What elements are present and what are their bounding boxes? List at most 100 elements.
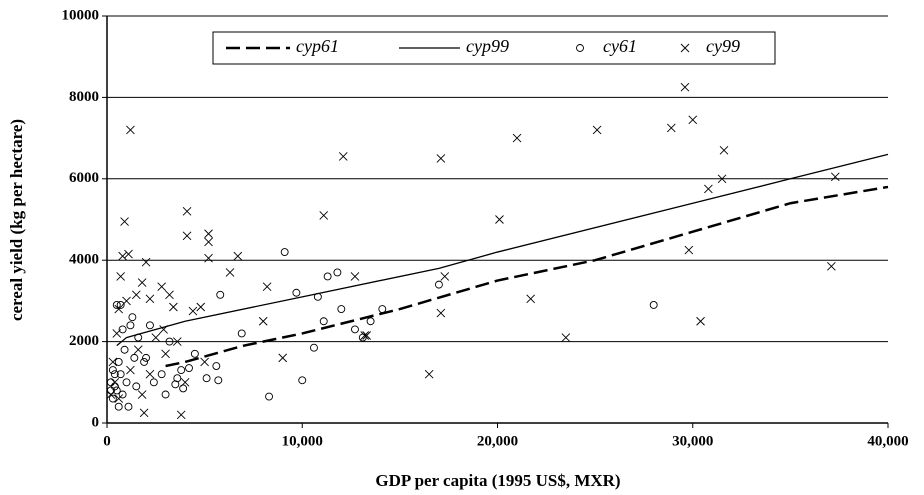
point <box>204 237 213 247</box>
point <box>360 331 370 340</box>
point <box>165 337 174 346</box>
point <box>116 301 125 309</box>
point <box>436 154 446 163</box>
point <box>313 292 322 301</box>
point <box>704 184 713 194</box>
point <box>128 313 137 322</box>
point <box>176 410 186 420</box>
point <box>159 325 168 334</box>
point <box>830 172 840 182</box>
point <box>319 317 328 326</box>
point <box>108 366 117 375</box>
point <box>179 384 188 393</box>
point <box>351 325 359 334</box>
point <box>592 125 602 135</box>
x-tick-label: 0 <box>103 433 111 449</box>
point <box>118 325 127 334</box>
point <box>161 349 170 359</box>
point <box>680 43 690 53</box>
point <box>576 44 584 52</box>
point <box>106 390 116 399</box>
point <box>114 304 124 314</box>
y-tick-label: 0 <box>92 414 100 430</box>
point <box>114 358 123 366</box>
point <box>424 369 434 379</box>
point <box>280 248 289 257</box>
point <box>118 251 127 261</box>
point <box>182 231 192 241</box>
point <box>827 261 836 271</box>
y-axis-title: cereal yield (kg per hectare) <box>7 119 26 321</box>
point <box>362 331 372 340</box>
point <box>262 282 272 291</box>
point <box>110 377 120 387</box>
x-tick-label: 40,000 <box>867 433 908 449</box>
point <box>278 353 288 363</box>
point <box>137 278 147 287</box>
y-tick-label: 2000 <box>69 333 99 349</box>
point <box>112 329 122 338</box>
point <box>258 316 268 326</box>
point <box>561 333 571 342</box>
point <box>133 345 143 355</box>
point <box>108 394 117 403</box>
point <box>108 357 118 367</box>
point <box>350 272 360 281</box>
point <box>666 123 676 133</box>
point <box>338 152 348 161</box>
point <box>292 288 301 297</box>
point <box>688 115 698 125</box>
point <box>649 301 658 309</box>
point <box>298 376 307 385</box>
point <box>134 333 143 342</box>
y-tick-label: 4000 <box>69 252 99 268</box>
point <box>212 362 221 370</box>
point <box>140 358 149 366</box>
y-tick-label: 6000 <box>69 170 99 186</box>
point <box>145 294 155 304</box>
point <box>495 215 504 224</box>
point <box>216 290 225 299</box>
y-tick-label: 8000 <box>69 89 99 105</box>
plot-area <box>107 16 888 423</box>
point <box>112 386 121 395</box>
trend-line <box>116 153 889 347</box>
point <box>366 317 375 326</box>
point <box>114 394 124 403</box>
point <box>526 294 536 304</box>
point <box>182 207 192 216</box>
point <box>131 290 141 300</box>
point <box>141 257 151 267</box>
point <box>202 374 211 383</box>
point <box>169 302 178 312</box>
point <box>124 249 133 259</box>
point <box>214 376 223 385</box>
point <box>684 245 694 255</box>
point <box>157 282 166 291</box>
point <box>122 378 131 387</box>
point <box>185 364 193 373</box>
point <box>323 272 332 281</box>
point <box>114 402 123 411</box>
point <box>717 174 727 184</box>
point <box>190 349 199 358</box>
point <box>126 321 135 330</box>
point <box>436 308 446 318</box>
point <box>146 321 154 330</box>
point <box>378 305 387 313</box>
point <box>680 82 690 92</box>
y-tick-label: 10000 <box>62 7 100 23</box>
point <box>157 370 166 379</box>
point <box>118 390 127 399</box>
point <box>310 343 318 352</box>
point <box>122 296 131 306</box>
point <box>173 374 182 383</box>
trend-line <box>165 185 889 368</box>
x-tick-label: 10,000 <box>282 433 323 449</box>
point <box>132 382 141 391</box>
point <box>161 390 170 399</box>
point <box>137 390 147 399</box>
point <box>233 251 243 261</box>
point <box>204 253 213 263</box>
